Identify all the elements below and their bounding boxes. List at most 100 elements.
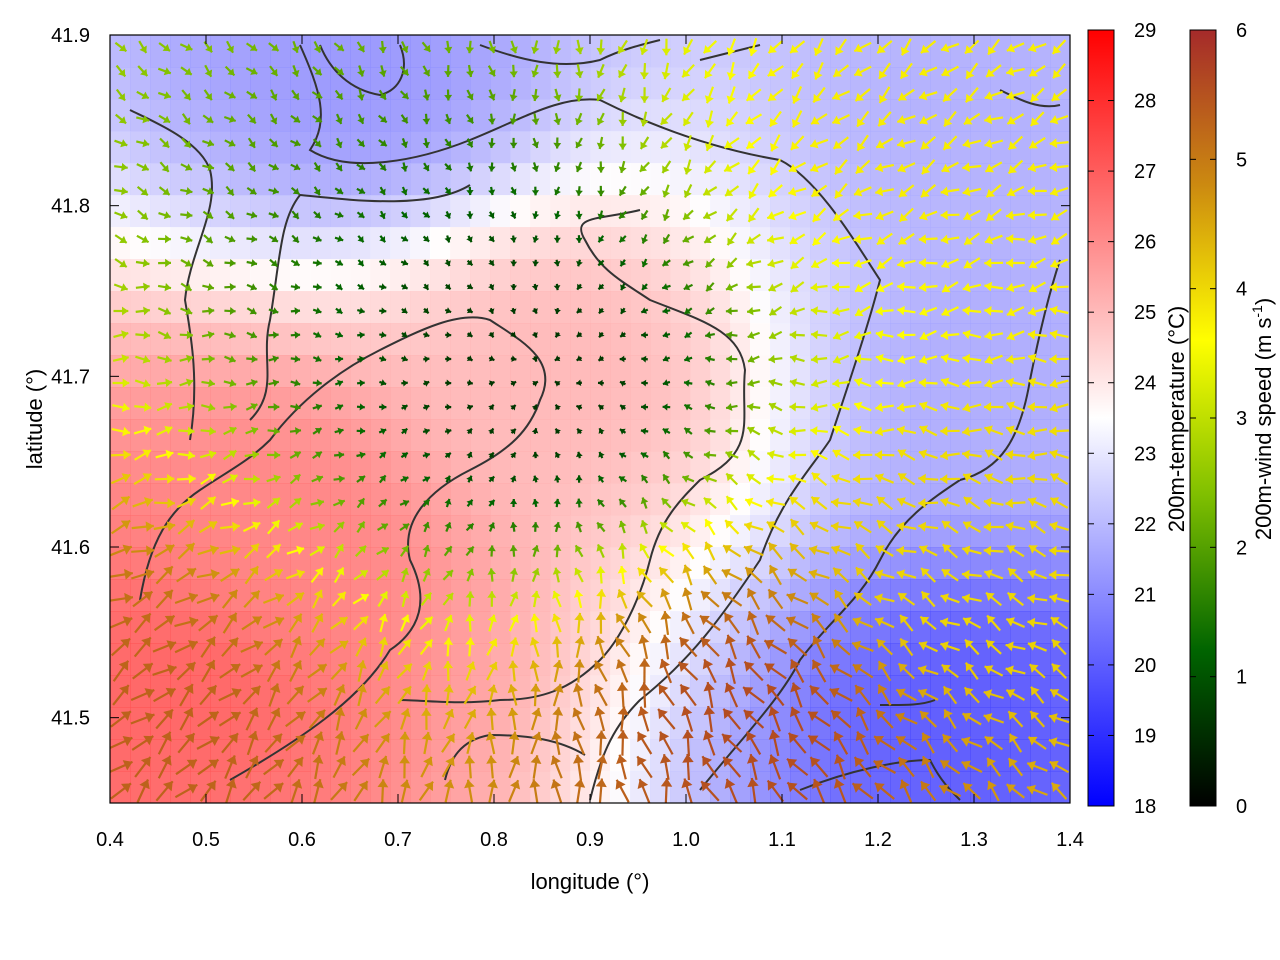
- wind-vector: [136, 163, 150, 172]
- wind-vector: [379, 186, 386, 196]
- wind-vector: [831, 258, 850, 268]
- heatmap-cell: [190, 483, 211, 516]
- heatmap-cell: [890, 259, 911, 292]
- heatmap-cell: [270, 675, 291, 708]
- wind-vector: [1051, 39, 1067, 55]
- heatmap-cell: [130, 515, 151, 548]
- wind-vector: [1030, 686, 1045, 704]
- wind-vector: [940, 474, 960, 485]
- wind-vector: [572, 707, 586, 731]
- wind-vector: [721, 591, 743, 607]
- wind-vector: [247, 161, 257, 173]
- wind-vector: [445, 355, 452, 363]
- wind-vector: [834, 159, 848, 175]
- wind-vector: [963, 686, 980, 704]
- wind-vector: [553, 235, 561, 243]
- heatmap-cell: [730, 771, 751, 803]
- wind-vector: [895, 688, 917, 702]
- wind-vector: [855, 542, 871, 560]
- wind-vector: [1028, 42, 1047, 53]
- wind-vector: [335, 355, 344, 363]
- y-tick-label: 41.9: [51, 25, 90, 47]
- heatmap-cell: [490, 739, 511, 772]
- heatmap-cell: [910, 483, 931, 516]
- heatmap-cell: [170, 163, 191, 196]
- wind-vector: [1006, 591, 1024, 607]
- wind-vector: [444, 307, 452, 314]
- heatmap-cell: [730, 643, 751, 676]
- wind-vector: [1027, 473, 1048, 484]
- wind-vector: [531, 404, 538, 411]
- heatmap-cell: [490, 227, 511, 260]
- wind-vector: [853, 756, 872, 778]
- wind-vector: [110, 710, 132, 728]
- wind-vector: [705, 282, 715, 292]
- heatmap-cell: [490, 355, 511, 388]
- wind-vector: [746, 587, 761, 611]
- wind-vector: [420, 756, 433, 778]
- heatmap-cell: [990, 483, 1011, 516]
- wind-vector: [1027, 162, 1047, 173]
- wind-vector: [940, 210, 960, 220]
- heatmap-cell: [230, 99, 251, 132]
- heatmap-cell: [350, 35, 371, 68]
- wind-vector: [133, 425, 152, 435]
- heatmap-cell: [210, 35, 231, 68]
- wind-vector: [204, 64, 213, 78]
- wind-vector: [897, 305, 916, 316]
- wind-vector: [809, 521, 829, 533]
- wind-vector: [552, 707, 564, 731]
- wind-vector: [553, 64, 562, 78]
- heatmap-cell: [150, 291, 171, 324]
- wind-vector: [875, 353, 894, 364]
- wind-vector: [110, 568, 133, 580]
- wind-vector: [422, 137, 430, 149]
- wind-vector: [1051, 663, 1067, 679]
- wind-vector: [705, 355, 715, 363]
- wind-vector: [940, 234, 960, 245]
- wind-vector: [510, 451, 517, 459]
- wind-vector: [224, 754, 237, 780]
- wind-vector: [131, 545, 155, 557]
- heatmap-cell: [910, 419, 931, 452]
- heatmap-cell: [890, 323, 911, 356]
- wind-vector: [618, 63, 628, 79]
- wind-vector: [618, 210, 628, 220]
- heatmap-cell: [410, 163, 431, 196]
- wind-vector: [135, 258, 150, 268]
- heatmap-cell: [1010, 323, 1031, 356]
- wind-vector: [789, 307, 806, 316]
- wind-vector: [834, 38, 848, 56]
- heatmap-cell: [390, 35, 411, 68]
- wind-vector: [1028, 257, 1046, 269]
- wind-vector: [597, 185, 605, 197]
- heatmap-cell: [230, 419, 251, 452]
- wind-vector: [179, 43, 193, 52]
- heatmap-cell: [150, 67, 171, 100]
- wind-vector: [726, 86, 736, 104]
- heatmap-cell: [670, 131, 691, 164]
- heatmap-cell: [670, 259, 691, 292]
- wind-vector: [640, 497, 649, 509]
- wind-vector: [723, 137, 740, 149]
- wind-vector: [423, 380, 430, 387]
- wind-vector: [488, 162, 496, 172]
- wind-vector: [378, 498, 388, 508]
- wind-vector: [1050, 782, 1068, 800]
- heatmap-cell: [390, 99, 411, 132]
- heatmap-cell: [730, 131, 751, 164]
- heatmap-cell: [830, 163, 851, 196]
- wind-vector: [530, 731, 542, 755]
- wind-vector: [331, 591, 347, 607]
- wind-vector: [112, 354, 129, 364]
- wind-vector: [984, 402, 1004, 412]
- heatmap-cell: [590, 99, 611, 132]
- heatmap-cell: [410, 227, 431, 260]
- wind-vector: [876, 495, 893, 511]
- wind-vector: [855, 159, 871, 175]
- heatmap-cell: [510, 611, 531, 644]
- wind-vector: [134, 402, 152, 412]
- wind-vector: [224, 162, 236, 172]
- wind-vector: [291, 89, 300, 101]
- wind-vector: [379, 307, 387, 315]
